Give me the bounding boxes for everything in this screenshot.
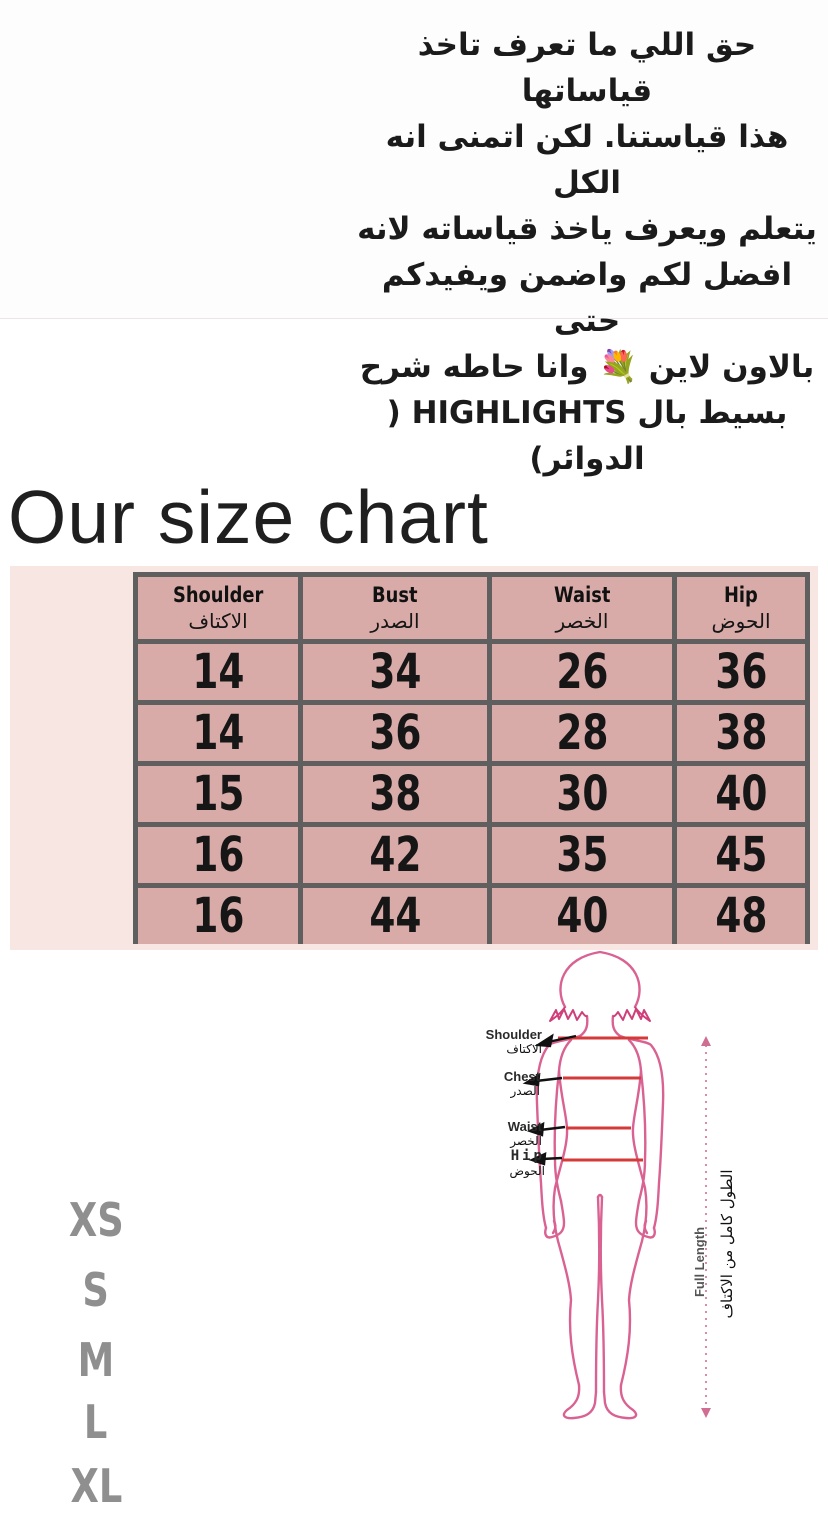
table-cell-s-shoulder: 14	[138, 705, 298, 761]
measurement-lines	[558, 1036, 648, 1162]
table-cell-xs-waist: 26	[492, 644, 672, 700]
table-cell-xl-hip: 48	[677, 888, 805, 944]
table-cell-l-waist: 35	[492, 827, 672, 883]
size-label-s: S	[82, 1263, 110, 1317]
chest-label-en: Chest	[503, 1069, 540, 1084]
table-cell-l-bust: 42	[303, 827, 487, 883]
table-cell-l-shoulder: 16	[138, 827, 298, 883]
table-cell-xl-bust: 44	[303, 888, 487, 944]
shoulder-label: Shoulder الاكتاف	[430, 1027, 542, 1057]
table-cell-s-hip: 38	[677, 705, 805, 761]
column-header-hip: Hip الحوض	[677, 577, 805, 639]
column-header-bust-en: Bust	[372, 582, 418, 607]
chest-label: Chest الصدر	[430, 1069, 540, 1099]
column-header-bust: Bust الصدر	[303, 577, 487, 639]
column-header-bust-ar: الصدر	[370, 608, 420, 633]
full-length-dashed-line	[701, 1036, 711, 1418]
intro-line: بسيط بال HIGHLIGHTS ( الدوائر)	[386, 395, 788, 477]
intro-line: هذا قياستنا. لكن اتمنى انه الكل	[385, 119, 789, 201]
waist-arrow-icon	[526, 1121, 545, 1137]
chest-label-ar: الصدر	[510, 1084, 540, 1098]
size-label-xl: XL	[70, 1459, 122, 1513]
waist-label-en: Waist	[507, 1119, 542, 1134]
table-cell-xs-bust: 34	[303, 644, 487, 700]
waist-label: Waist الخصر	[430, 1119, 542, 1149]
waist-label-ar: الخصر	[510, 1134, 542, 1148]
table-cell-s-waist: 28	[492, 705, 672, 761]
column-header-waist: Waist الخصر	[492, 577, 672, 639]
intro-text: حق اللي ما تعرف تاخذ قياساتها هذا قياستن…	[352, 22, 822, 482]
hip-label-en: Hip	[510, 1148, 545, 1164]
column-header-waist-en: Waist	[553, 582, 611, 607]
pointer-arrows	[522, 1033, 577, 1166]
column-header-hip-en: Hip	[724, 582, 758, 607]
column-header-shoulder-en: Shoulder	[172, 582, 264, 607]
shoulder-label-ar: الاكتاف	[506, 1042, 542, 1056]
table-cell-m-hip: 40	[677, 766, 805, 822]
intro-line: حق اللي ما تعرف تاخذ قياساتها	[417, 27, 757, 109]
table-cell-m-shoulder: 15	[138, 766, 298, 822]
table-cell-xl-shoulder: 16	[138, 888, 298, 944]
size-label-l: L	[84, 1395, 108, 1449]
size-table: Shoulder الاكتاف Bust الصدر Waist الخصر …	[133, 572, 810, 944]
body-measurement-figure	[522, 950, 711, 1420]
table-cell-xl-waist: 40	[492, 888, 672, 944]
table-cell-s-bust: 36	[303, 705, 487, 761]
hip-label-ar: الحوض	[509, 1164, 545, 1178]
figure-head-outline	[559, 950, 641, 1009]
intro-card: حق اللي ما تعرف تاخذ قياساتها هذا قياستن…	[0, 0, 828, 477]
size-label-m: M	[77, 1333, 115, 1387]
column-header-shoulder: Shoulder الاكتاف	[138, 577, 298, 639]
table-cell-m-bust: 38	[303, 766, 487, 822]
intro-line: افضل لكم واضمن ويفيدكم حتى	[381, 257, 793, 339]
arrow-up-icon	[701, 1036, 711, 1046]
hip-label: Hip الحوض	[430, 1149, 545, 1179]
size-label-xs: XS	[68, 1193, 124, 1247]
shoulder-arrow-icon	[534, 1033, 554, 1048]
table-cell-xs-shoulder: 14	[138, 644, 298, 700]
table-cell-m-waist: 30	[492, 766, 672, 822]
hip-arrow-icon	[528, 1152, 547, 1166]
column-header-waist-ar: الخصر	[555, 608, 609, 633]
table-cell-xs-hip: 36	[677, 644, 805, 700]
page-title: Our size chart	[8, 475, 489, 559]
column-header-shoulder-ar: الاكتاف	[188, 608, 248, 633]
intro-line: يتعلم ويعرف ياخذ قياساته لانه	[357, 211, 817, 247]
arrow-down-icon	[701, 1408, 711, 1418]
figure-hair	[549, 1006, 651, 1022]
table-cell-l-hip: 45	[677, 827, 805, 883]
shoulder-label-en: Shoulder	[485, 1027, 542, 1042]
full-length-label-ar: الطول كامل من الاكتاف	[718, 1169, 736, 1319]
chest-arrow-icon	[522, 1072, 541, 1087]
full-length-label-en: Full Length	[692, 1226, 707, 1298]
column-header-hip-ar: الحوض	[711, 608, 771, 633]
intro-line-with-bouquet-emoji: بالاون لاين 💐 وانا حاطه شرح	[359, 349, 815, 385]
